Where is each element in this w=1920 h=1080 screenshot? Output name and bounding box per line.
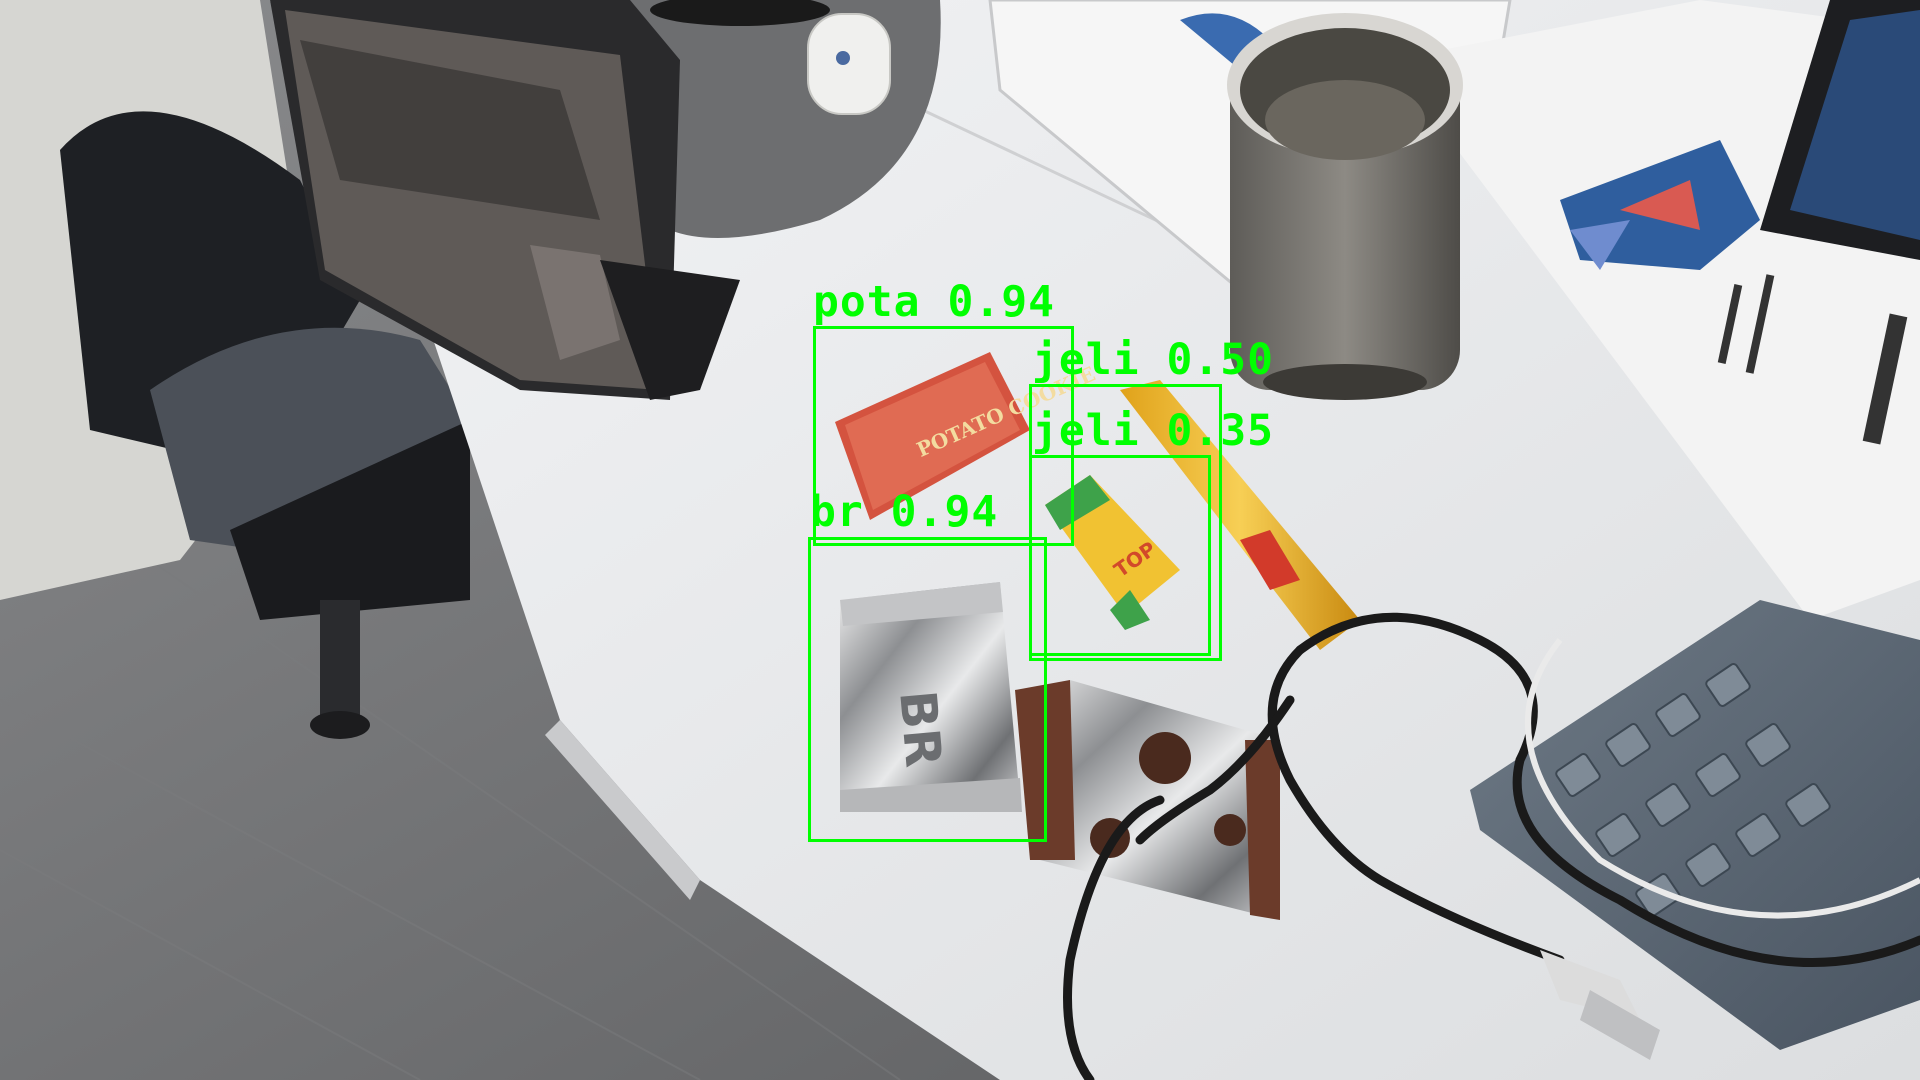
detection-box-jeli-035 (1029, 455, 1211, 656)
detection-label-pota: pota 0.94 (813, 277, 1055, 327)
detection-box-pota (813, 326, 1074, 546)
detection-label-br: br 0.94 (810, 487, 999, 537)
detection-box-br (808, 537, 1047, 842)
detection-label-jeli-035: jeli 0.35 (1032, 406, 1274, 456)
detection-label-jeli-050: jeli 0.50 (1032, 335, 1274, 385)
br-pack-text: BR (888, 688, 952, 769)
